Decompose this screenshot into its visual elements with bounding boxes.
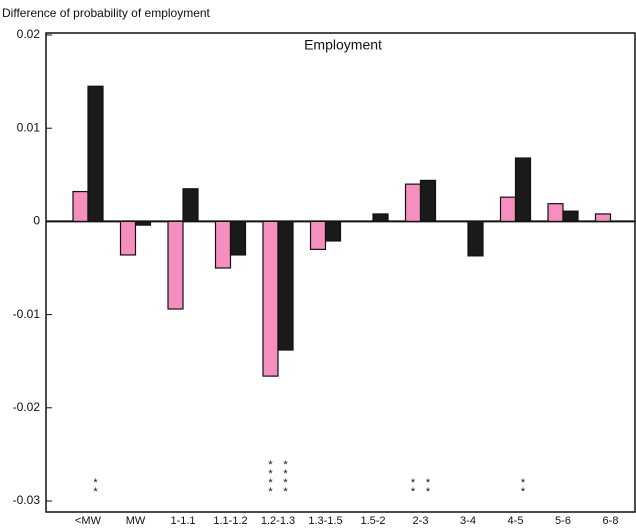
- plot-frame: [45, 32, 636, 513]
- bar: [419, 179, 437, 222]
- bar: [72, 190, 89, 223]
- bar: [372, 213, 389, 223]
- bar: [87, 85, 104, 223]
- significance-stars: **: [520, 477, 526, 498]
- bar: [499, 196, 517, 222]
- bar: [214, 220, 232, 269]
- y-tick-label: 0.02: [17, 27, 41, 41]
- x-tick-label: MW: [126, 515, 146, 527]
- x-tick-label: 6-8: [603, 515, 619, 527]
- bar: [119, 220, 137, 256]
- bar: [562, 210, 579, 222]
- y-tick-label: -0.03: [13, 493, 41, 507]
- y-tick-label: 0.01: [17, 120, 41, 134]
- x-tick-label: 1.5-2: [360, 515, 385, 527]
- x-tick-label: 3-4: [460, 515, 476, 527]
- bar: [182, 188, 199, 222]
- bar: [309, 220, 327, 250]
- x-tick-label: 5-6: [555, 515, 571, 527]
- bar: [277, 220, 294, 351]
- bar: [229, 220, 247, 256]
- x-tick-label: 1-1.1: [170, 515, 195, 527]
- x-tick-label: 1.1-1.2: [213, 515, 247, 527]
- significance-stars: ****: [283, 459, 288, 498]
- y-tick-label: -0.01: [13, 307, 41, 321]
- significance-stars: **: [425, 477, 431, 498]
- chart-title: Employment: [304, 37, 382, 53]
- significance-stars: **: [93, 477, 98, 498]
- bar: [404, 183, 422, 222]
- bar: [134, 220, 152, 226]
- x-tick-label: <MW: [75, 515, 102, 527]
- x-tick-label: 1.3-1.5: [308, 515, 342, 527]
- significance-stars: ****: [268, 459, 273, 498]
- bar: [547, 203, 564, 223]
- bar: [167, 220, 184, 310]
- y-axis-label: Difference of probability of employment: [2, 6, 211, 20]
- x-tick-label: 4-5: [508, 515, 524, 527]
- x-tick-label: 1.2-1.3: [261, 515, 295, 527]
- y-tick-label: -0.02: [13, 400, 41, 414]
- significance-stars: **: [410, 477, 416, 498]
- bar: [262, 220, 279, 377]
- bar: [594, 213, 612, 223]
- y-tick-label: 0: [33, 214, 40, 228]
- bar: [467, 220, 484, 257]
- bar: [324, 220, 342, 242]
- x-tick-label: 2-3: [413, 515, 429, 527]
- bar: [514, 157, 532, 223]
